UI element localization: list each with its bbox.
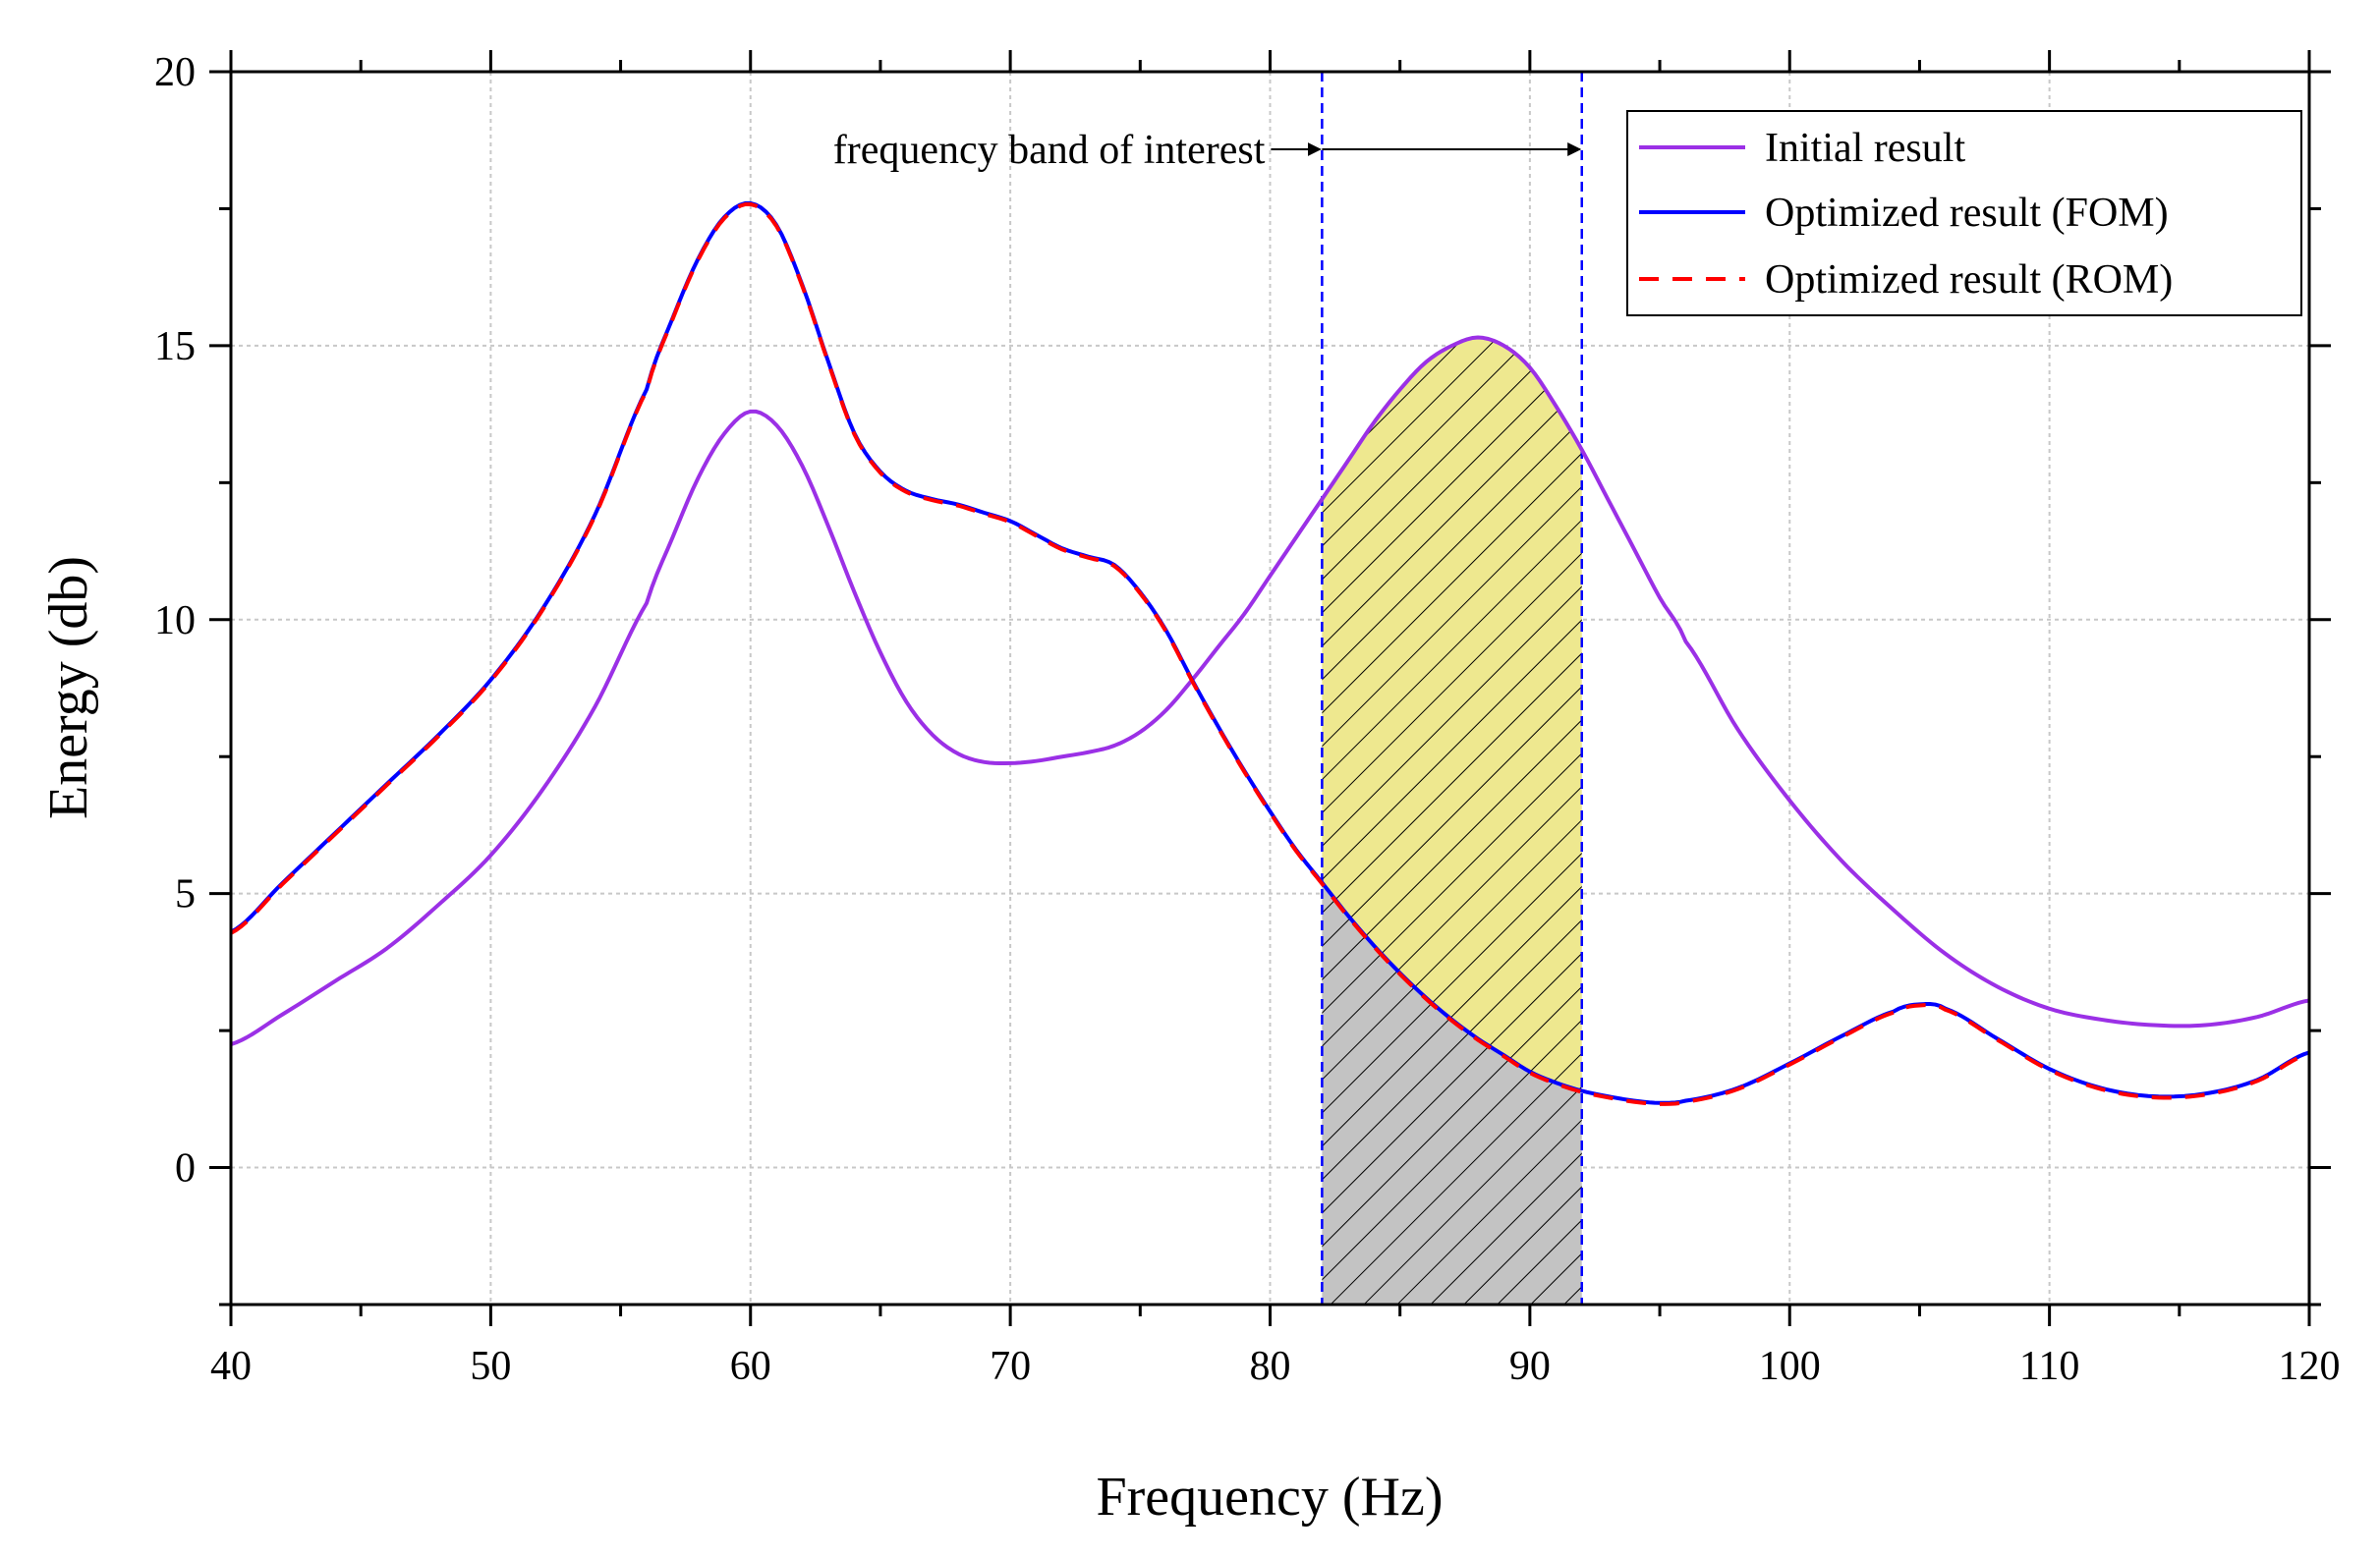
x-tick-label-90: 90	[1509, 1344, 1551, 1389]
x-tick-label-100: 100	[1759, 1344, 1821, 1389]
legend-label-initial: Initial result	[1765, 126, 1965, 171]
legend-label-fom: Optimized result (FOM)	[1765, 191, 2169, 236]
y-tick-label-5: 5	[175, 872, 196, 918]
x-tick-label-80: 80	[1250, 1344, 1291, 1389]
y-axis-title: Energy (db)	[38, 556, 99, 819]
band-fills	[1322, 337, 1582, 1305]
tick-labels: 40 50 60 70 80 90 100 110 120 0 5 10 15 20	[154, 50, 2341, 1389]
axes	[209, 50, 2331, 1326]
x-tick-label-50: 50	[470, 1344, 511, 1389]
band-annotation: frequency band of interest	[833, 128, 1582, 173]
series-initial	[231, 335, 2309, 1046]
x-tick-label-110: 110	[2019, 1344, 2079, 1389]
x-tick-label-60: 60	[730, 1344, 771, 1389]
y-tick-label-15: 15	[154, 324, 196, 369]
x-tick-label-40: 40	[210, 1344, 252, 1389]
x-tick-label-120: 120	[2279, 1344, 2341, 1389]
band-annotation-label: frequency band of interest	[833, 128, 1266, 173]
y-tick-label-10: 10	[154, 598, 196, 643]
series-rom	[231, 201, 2309, 1106]
x-axis-title: Frequency (Hz)	[1097, 1467, 1444, 1528]
y-tick-label-20: 20	[154, 50, 196, 95]
series	[231, 200, 2309, 1106]
band-hatch	[1322, 337, 1582, 1305]
legend: Initial result Optimized result (FOM) Op…	[1626, 110, 2302, 316]
legend-label-rom: Optimized result (ROM)	[1765, 257, 2173, 303]
band-lines	[1321, 72, 1583, 1305]
y-tick-label-0: 0	[175, 1146, 196, 1192]
x-tick-label-70: 70	[990, 1344, 1031, 1389]
